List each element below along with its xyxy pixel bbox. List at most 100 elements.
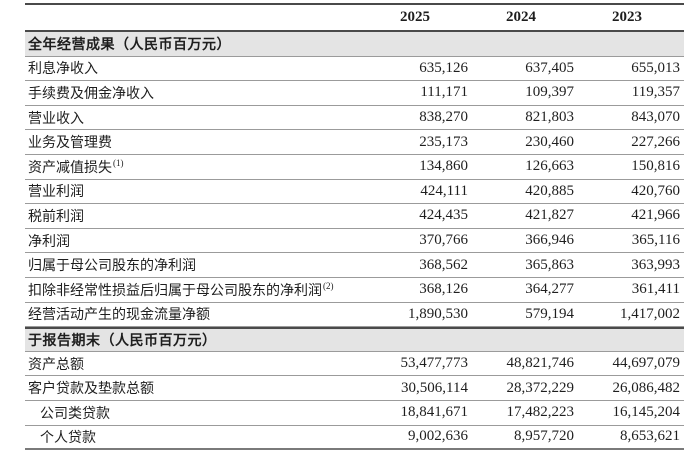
value-cell: 655,013 (631, 59, 680, 76)
table-row: 个人贷款 9,002,636 8,957,720 8,653,621 (25, 426, 684, 451)
value-cell: 637,405 (525, 59, 574, 76)
value-cell: 230,460 (525, 133, 574, 150)
row-label-cell: 经营活动产生的现金流量净额 (25, 304, 362, 324)
row-label-cell: 利息净收入 (25, 58, 362, 78)
value-cell: 635,126 (419, 59, 468, 76)
table-body: 全年经营成果（人民币百万元） 利息净收入 635,126 637,405 655,013… (25, 32, 684, 451)
table-row: 资产总额 53,477,773 48,821,746 44,697,079 (25, 352, 684, 377)
year-column-header-2025: 2025 (400, 9, 430, 25)
value-cell: 838,270 (419, 109, 468, 126)
row-label-cell: 资产减值损失(1) (25, 157, 362, 177)
table-row: 营业利润 424,111 420,885 420,760 (25, 180, 684, 205)
section-header: 于报告期末（人民币百万元） (25, 327, 684, 352)
row-label: 扣除非经常性损益后归属于母公司股东的净利润 (28, 283, 322, 299)
table-row: 业务及管理费 235,173 230,460 227,266 (25, 130, 684, 155)
row-label-cell: 归属于母公司股东的净利润 (25, 255, 362, 275)
value-cell: 424,435 (419, 207, 468, 224)
row-label-cell: 个人贷款 (25, 427, 362, 447)
value-cell: 235,173 (419, 133, 468, 150)
row-label-cell: 营业利润 (25, 181, 362, 201)
table-row: 营业收入 838,270 821,803 843,070 (25, 106, 684, 131)
value-cell: 821,803 (525, 109, 574, 126)
value-cell: 365,863 (525, 256, 574, 273)
table-row: 资产减值损失(1) 134,860 126,663 150,816 (25, 155, 684, 180)
row-label: 税前利润 (28, 209, 84, 225)
table-row: 利息净收入 635,126 637,405 655,013 (25, 57, 684, 82)
value-cell: 109,397 (525, 84, 574, 101)
value-cell: 421,966 (631, 207, 680, 224)
table-row: 归属于母公司股东的净利润 368,562 365,863 363,993 (25, 253, 684, 278)
row-label: 资产总额 (28, 357, 84, 373)
row-label-cell: 业务及管理费 (25, 132, 362, 152)
value-cell: 9,002,636 (408, 428, 468, 445)
row-label: 公司类贷款 (40, 406, 110, 422)
value-cell: 420,760 (631, 182, 680, 199)
row-label-cell: 税前利润 (25, 206, 362, 226)
value-cell: 44,697,079 (612, 355, 681, 372)
table-row: 净利润 370,766 366,946 365,116 (25, 229, 684, 254)
table-row: 手续费及佣金净收入 111,171 109,397 119,357 (25, 81, 684, 106)
value-cell: 30,506,114 (401, 379, 468, 396)
value-cell: 1,417,002 (620, 305, 680, 322)
year-header-row: 2025 2024 2023 (25, 5, 684, 32)
value-cell: 126,663 (525, 158, 574, 175)
value-cell: 365,116 (631, 232, 680, 249)
value-cell: 53,477,773 (400, 355, 469, 372)
financial-summary-table: 2025 2024 2023 全年经营成果（人民币百万元） 利息净收入 635,12… (25, 3, 684, 451)
value-cell: 361,411 (631, 281, 680, 298)
row-label: 资产减值损失 (28, 160, 112, 176)
value-cell: 424,111 (420, 182, 468, 199)
row-label: 经营活动产生的现金流量净额 (28, 308, 210, 324)
value-cell: 421,827 (525, 207, 574, 224)
row-label-cell: 扣除非经常性损益后归属于母公司股东的净利润(2) (25, 280, 362, 300)
row-label-cell: 客户贷款及垫款总额 (25, 378, 362, 398)
row-label: 个人贷款 (40, 430, 96, 446)
section-title: 全年经营成果（人民币百万元） (28, 37, 231, 53)
table-row: 扣除非经常性损益后归属于母公司股东的净利润(2) 368,126 364,277 36… (25, 278, 684, 303)
row-label: 营业利润 (28, 185, 84, 201)
value-cell: 579,194 (525, 305, 574, 322)
year-column-header-2024: 2024 (506, 9, 536, 25)
section-header: 全年经营成果（人民币百万元） (25, 32, 684, 57)
value-cell: 18,841,671 (400, 404, 469, 421)
value-cell: 111,171 (420, 84, 468, 101)
section-title: 于报告期末（人民币百万元） (28, 333, 217, 349)
value-cell: 134,860 (419, 158, 468, 175)
row-label: 利息净收入 (28, 62, 98, 78)
value-cell: 843,070 (631, 109, 680, 126)
value-cell: 16,145,204 (612, 404, 681, 421)
value-cell: 368,126 (419, 281, 468, 298)
table-row: 税前利润 424,435 421,827 421,966 (25, 204, 684, 229)
row-label-cell: 净利润 (25, 231, 362, 251)
table-row: 客户贷款及垫款总额 30,506,114 28,372,229 26,086,482 (25, 376, 684, 401)
value-cell: 26,086,482 (612, 379, 681, 396)
row-label: 业务及管理费 (28, 136, 112, 152)
table-row: 公司类贷款 18,841,671 17,482,223 16,145,204 (25, 401, 684, 426)
row-label: 净利润 (28, 234, 70, 250)
value-cell: 363,993 (631, 256, 680, 273)
value-cell: 28,372,229 (506, 379, 575, 396)
value-cell: 366,946 (525, 232, 574, 249)
value-cell: 227,266 (631, 133, 680, 150)
row-label-cell: 手续费及佣金净收入 (25, 83, 362, 103)
value-cell: 364,277 (525, 281, 574, 298)
value-cell: 1,890,530 (408, 305, 468, 322)
year-column-header-2023: 2023 (612, 9, 642, 25)
row-label-cell: 营业收入 (25, 108, 362, 128)
value-cell: 8,653,621 (620, 428, 680, 445)
value-cell: 370,766 (419, 232, 468, 249)
value-cell: 119,357 (631, 84, 680, 101)
value-cell: 368,562 (419, 256, 468, 273)
footnote-marker: (2) (323, 281, 334, 292)
row-label: 手续费及佣金净收入 (28, 86, 154, 102)
row-label-cell: 资产总额 (25, 354, 362, 374)
table-row: 经营活动产生的现金流量净额 1,890,530 579,194 1,417,002 (25, 303, 684, 328)
value-cell: 48,821,746 (506, 355, 575, 372)
row-label: 营业收入 (28, 111, 84, 127)
value-cell: 420,885 (525, 182, 574, 199)
row-label: 客户贷款及垫款总额 (28, 382, 154, 398)
row-label-cell: 公司类贷款 (25, 403, 362, 423)
footnote-marker: (1) (113, 158, 124, 169)
value-cell: 150,816 (631, 158, 680, 175)
